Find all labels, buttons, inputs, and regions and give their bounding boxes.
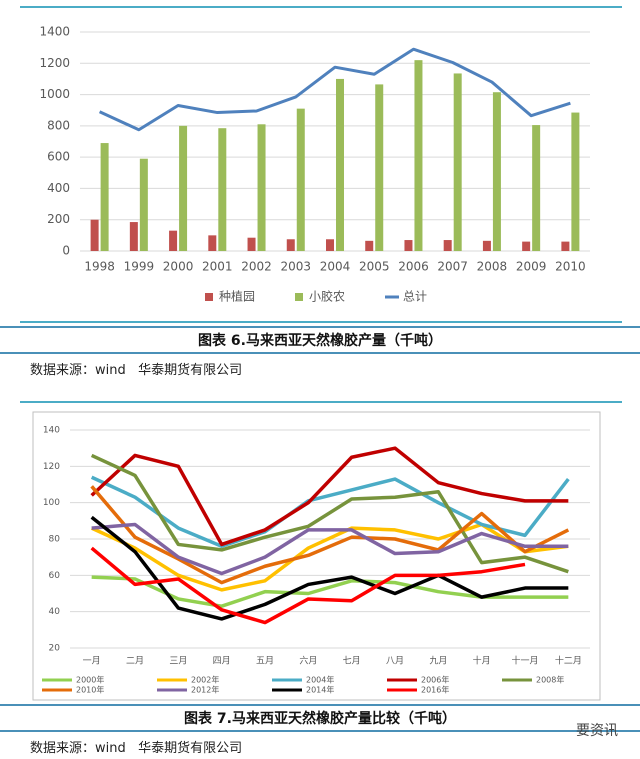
x-tick-label: 二月 (126, 656, 144, 667)
legend-label: 2010年 (76, 685, 104, 695)
x-tick-label: 三月 (169, 656, 187, 667)
x-tick-label: 十一月 (511, 655, 538, 667)
x-tick-label: 九月 (429, 656, 447, 667)
line-series (90, 522, 569, 592)
x-tick-label: 2000 (163, 260, 194, 274)
y-tick-label: 80 (49, 535, 61, 545)
y-tick-label: 40 (49, 607, 61, 617)
source: 数据来源：wind 华泰期货有限公司 (30, 741, 243, 756)
y-tick-label: 120 (43, 462, 60, 472)
x-tick-label: 七月 (343, 656, 361, 667)
x-tick-label: 四月 (213, 656, 231, 667)
bar (286, 239, 295, 251)
x-tick-label: 十二月 (555, 655, 582, 667)
bar (365, 240, 374, 251)
y-tick-label: 60 (49, 571, 61, 581)
x-tick-label: 2005 (359, 260, 390, 274)
legend-label: 2012年 (191, 685, 219, 695)
bar (169, 230, 178, 251)
y-tick-label: 1000 (39, 87, 70, 101)
bar (453, 73, 462, 251)
bar (492, 92, 501, 251)
x-tick-label: 2004 (320, 260, 351, 274)
legend-label: 2014年 (306, 685, 334, 695)
bar (296, 108, 305, 252)
x-tick-label: 2003 (280, 260, 311, 274)
bar (326, 239, 334, 251)
legend-label: 小胶农 (309, 289, 345, 304)
legend-label: 2004年 (306, 675, 334, 685)
x-tick-label: 2001 (202, 260, 233, 274)
bar (90, 219, 99, 251)
legend-label: 2016年 (421, 685, 449, 695)
x-tick-label: 一月 (83, 656, 101, 667)
bar (561, 241, 570, 251)
line-series (91, 522, 569, 576)
bar (443, 240, 452, 251)
x-tick-label: 1998 (84, 260, 115, 274)
x-tick-label: 2009 (516, 260, 547, 274)
legend-label: 2000年 (76, 675, 104, 685)
bar (179, 125, 188, 251)
y-tick-label: 400 (47, 181, 70, 195)
x-tick-label: 2010 (555, 260, 586, 274)
bar (532, 125, 541, 251)
x-tick-label: 八月 (386, 656, 404, 667)
y-tick-label: 200 (47, 212, 70, 226)
line-series (90, 453, 569, 574)
x-tick-label: 五月 (256, 656, 274, 667)
bar (218, 128, 227, 251)
x-tick-label: 1999 (124, 260, 155, 274)
bar (100, 143, 109, 251)
bar (336, 78, 344, 251)
y-tick-label: 0 (62, 244, 70, 258)
bar (247, 237, 256, 251)
x-tick-label: 十月 (473, 655, 491, 667)
x-tick-label: 2007 (437, 260, 468, 274)
x-tick-label: 2002 (241, 260, 272, 274)
bar (404, 240, 413, 251)
bar (482, 240, 491, 251)
line-series (90, 475, 570, 549)
x-tick-label: 六月 (299, 655, 317, 667)
line-series (90, 546, 526, 625)
line-series (90, 515, 569, 621)
bar (139, 158, 148, 251)
watermark: 要资讯 (576, 723, 618, 739)
line-series (98, 47, 571, 132)
y-tick-label: 800 (47, 118, 70, 132)
legend-swatch (205, 293, 213, 301)
caption: 图表 7.马来西亚天然橡胶产量比较（千吨） (0, 704, 640, 732)
y-tick-label: 1200 (39, 56, 70, 70)
y-tick-label: 140 (43, 426, 60, 436)
caption: 图表 6.马来西亚天然橡胶产量（千吨） (0, 326, 640, 354)
y-tick-label: 100 (43, 498, 60, 508)
x-tick-label: 2006 (398, 260, 429, 274)
legend-label: 总计 (403, 290, 427, 304)
bar (129, 222, 138, 251)
bar (208, 235, 217, 251)
legend-label: 2006年 (421, 675, 449, 685)
x-tick-label: 2008 (477, 260, 508, 274)
legend-label: 2008年 (536, 675, 564, 685)
chart-border (32, 411, 601, 701)
y-tick-label: 600 (47, 150, 70, 164)
line-series (90, 446, 569, 547)
bar (257, 124, 266, 251)
y-tick-label: 1400 (39, 25, 70, 39)
y-tick-label: 20 (49, 644, 61, 654)
bar (414, 60, 423, 252)
legend-label: 种植园 (219, 289, 255, 304)
bar (571, 112, 580, 251)
bar (375, 84, 384, 252)
legend-swatch (295, 293, 303, 301)
line-series (90, 485, 570, 585)
legend-label: 2002年 (191, 675, 219, 685)
bar (522, 241, 531, 251)
source: 数据来源：wind 华泰期货有限公司 (30, 363, 243, 378)
